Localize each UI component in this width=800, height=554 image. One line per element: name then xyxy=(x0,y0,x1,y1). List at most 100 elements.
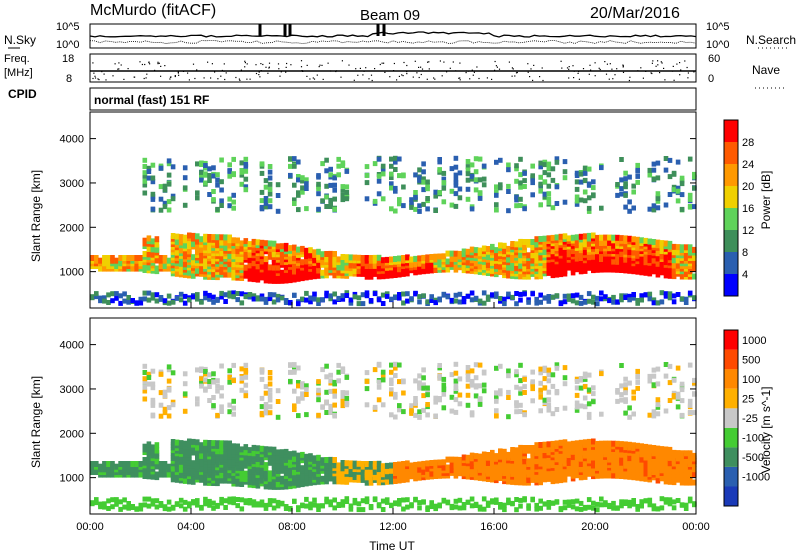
power-cell xyxy=(647,296,653,302)
power-cell xyxy=(267,292,273,298)
nave-dot xyxy=(421,68,424,70)
velocity-cell xyxy=(146,371,152,377)
velocity-cell xyxy=(320,475,325,482)
velocity-cell xyxy=(360,507,366,513)
velocity-cell xyxy=(692,479,697,486)
power-cell xyxy=(320,198,325,204)
velocity-cell xyxy=(574,456,580,463)
power-cell xyxy=(401,291,406,297)
velocity-cell xyxy=(211,371,216,377)
y-tick-label: 4000 xyxy=(60,340,84,352)
nave-tick-lo: 0 xyxy=(708,73,714,85)
velocity-cell xyxy=(170,505,176,511)
velocity-cell xyxy=(635,385,640,391)
nave-dot xyxy=(403,61,405,64)
power-cell xyxy=(146,165,152,171)
nave-dot xyxy=(612,78,614,80)
velocity-cell xyxy=(106,498,111,504)
velocity-cell xyxy=(510,447,515,453)
velocity-cell xyxy=(619,503,624,509)
nave-dot xyxy=(560,60,562,62)
nave-dot xyxy=(309,78,311,80)
velocity-cell xyxy=(332,457,337,463)
power-cell xyxy=(178,234,184,241)
velocity-cell xyxy=(530,445,535,451)
power-cell xyxy=(231,156,236,162)
velocity-cell xyxy=(465,377,471,383)
power-cell xyxy=(679,273,685,280)
power-cell xyxy=(566,235,572,242)
velocity-cell xyxy=(566,441,572,448)
velocity-cell xyxy=(667,398,673,403)
velocity-cell xyxy=(494,408,499,414)
power-cell xyxy=(578,233,584,240)
power-cell xyxy=(146,175,152,181)
power-cell xyxy=(615,234,620,241)
velocity-cell xyxy=(675,365,681,371)
power-cell xyxy=(259,189,265,195)
power-cell xyxy=(671,171,677,177)
nave-dot xyxy=(319,64,321,66)
power-cell xyxy=(591,294,596,300)
velocity-cell xyxy=(413,461,418,468)
velocity-cell xyxy=(259,502,265,508)
power-cell xyxy=(534,257,539,264)
velocity-cell xyxy=(364,370,370,376)
velocity-cell xyxy=(582,505,588,511)
power-cell xyxy=(655,255,661,262)
velocity-cell xyxy=(195,498,200,504)
velocity-cell xyxy=(275,449,281,456)
nave-dot xyxy=(238,78,240,80)
velocity-cell xyxy=(336,362,341,368)
power-cell xyxy=(469,162,475,168)
velocity-cell xyxy=(283,448,289,455)
velocity-cell xyxy=(518,444,523,451)
velocity-cell xyxy=(586,401,592,407)
nave-dot xyxy=(149,63,151,65)
power-cell xyxy=(591,299,596,305)
power-cell xyxy=(469,246,475,253)
power-cell xyxy=(518,184,523,190)
power-cell xyxy=(445,250,451,257)
power-cell xyxy=(376,156,382,162)
velocity-cell xyxy=(679,398,685,404)
velocity-cell xyxy=(514,409,519,415)
power-cell xyxy=(215,177,220,183)
velocity-cell xyxy=(243,393,249,399)
power-cell xyxy=(227,162,232,168)
power-cell xyxy=(582,165,588,171)
velocity-cell xyxy=(227,496,232,502)
velocity-cell xyxy=(296,365,301,371)
velocity-cell xyxy=(150,368,156,374)
power-cell xyxy=(182,234,188,241)
velocity-cell xyxy=(389,462,394,469)
velocity-cell xyxy=(425,385,430,391)
velocity-cell xyxy=(364,461,370,467)
velocity-cell xyxy=(215,383,220,389)
nave-dot xyxy=(223,70,225,72)
power-cell xyxy=(150,206,156,212)
velocity-cell xyxy=(300,451,305,458)
velocity-cell xyxy=(687,402,693,408)
nave-dot xyxy=(516,71,518,74)
x-tick-label: 12:00 xyxy=(379,521,407,533)
velocity-cell xyxy=(441,497,447,503)
power-cell xyxy=(465,186,471,192)
power-cell xyxy=(481,300,487,306)
power-cell xyxy=(243,270,249,276)
power-cell xyxy=(211,197,216,203)
power-cell xyxy=(393,295,398,301)
velocity-cell xyxy=(126,501,131,506)
power-cell xyxy=(530,163,535,169)
nave-dot xyxy=(318,66,320,68)
velocity-cell xyxy=(417,383,422,389)
colorbar-tick-label: -1000 xyxy=(742,472,770,484)
velocity-cell xyxy=(437,503,442,509)
power-cell xyxy=(437,190,442,195)
colorbar-tick-label: 1000 xyxy=(742,335,766,347)
nave-dot xyxy=(452,61,454,63)
power-cell xyxy=(356,268,362,275)
velocity-cell xyxy=(142,363,148,369)
power-cell xyxy=(356,254,362,261)
nave-dot xyxy=(187,72,189,74)
